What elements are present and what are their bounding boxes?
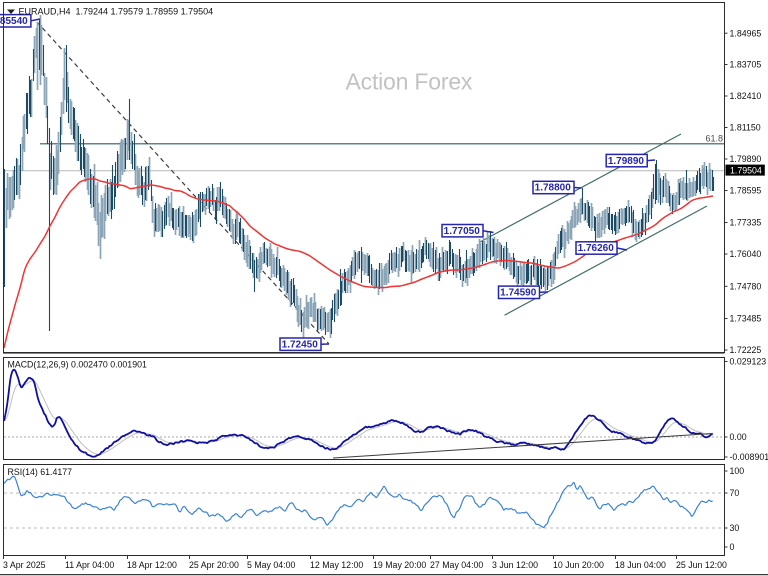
svg-text:1.76040: 1.76040: [730, 249, 762, 259]
svg-text:1.81150: 1.81150: [730, 123, 761, 133]
svg-text:1.77050: 1.77050: [444, 226, 481, 237]
svg-text:3 Jun 12:00: 3 Jun 12:00: [492, 560, 538, 570]
svg-text:27 May 04:00: 27 May 04:00: [430, 560, 483, 570]
svg-text:MACD(12,26,9) 0.002470 0.00190: MACD(12,26,9) 0.002470 0.001901: [8, 360, 147, 370]
svg-text:70: 70: [730, 488, 740, 498]
svg-text:25 Jun 12:00: 25 Jun 12:00: [676, 560, 727, 570]
svg-text:1.72450: 1.72450: [282, 339, 319, 350]
svg-text:EURAUD,H4 1.79244 1.79579 1.7: EURAUD,H4 1.79244 1.79579 1.78959 1.7950…: [19, 6, 214, 16]
svg-text:18 Jun 04:00: 18 Jun 04:00: [615, 560, 666, 570]
svg-text:0.00: 0.00: [730, 432, 747, 442]
svg-text:1.79890: 1.79890: [730, 154, 762, 164]
svg-text:1.79890: 1.79890: [608, 156, 645, 167]
svg-text:25 Apr 20:00: 25 Apr 20:00: [189, 560, 239, 570]
svg-text:1.79504: 1.79504: [730, 165, 762, 175]
svg-text:0: 0: [730, 542, 735, 552]
svg-text:61.8: 61.8: [705, 133, 723, 143]
svg-text:1.74590: 1.74590: [500, 288, 537, 299]
svg-text:5 May 04:00: 5 May 04:00: [247, 560, 296, 570]
svg-text:30: 30: [730, 523, 740, 533]
svg-text:1.78595: 1.78595: [730, 186, 762, 196]
svg-text:Action Forex: Action Forex: [346, 69, 473, 95]
svg-text:1.77335: 1.77335: [730, 218, 762, 228]
svg-text:100: 100: [730, 466, 745, 476]
svg-text:3 Apr 2025: 3 Apr 2025: [3, 560, 46, 570]
svg-text:1.73485: 1.73485: [730, 314, 762, 324]
svg-text:0.029123: 0.029123: [730, 357, 767, 367]
svg-text:RSI(14) 61.4177: RSI(14) 61.4177: [8, 467, 73, 477]
svg-text:1.84965: 1.84965: [730, 28, 762, 38]
svg-text:1.83705: 1.83705: [730, 60, 762, 70]
svg-text:19 May 20:00: 19 May 20:00: [373, 560, 426, 570]
svg-text:-0.008901: -0.008901: [730, 452, 768, 462]
svg-text:12 May 12:00: 12 May 12:00: [310, 560, 363, 570]
svg-text:1.82410: 1.82410: [730, 91, 762, 101]
svg-text:1.78800: 1.78800: [535, 183, 572, 194]
svg-text:1.72225: 1.72225: [730, 345, 762, 355]
svg-text:18 Apr 12:00: 18 Apr 12:00: [127, 560, 177, 570]
svg-text:1.85540: 1.85540: [0, 16, 28, 27]
svg-text:1.76260: 1.76260: [578, 243, 615, 254]
svg-text:1.74780: 1.74780: [730, 282, 762, 292]
svg-text:11 Apr 04:00: 11 Apr 04:00: [65, 560, 114, 570]
svg-text:10 Jun 20:00: 10 Jun 20:00: [553, 560, 604, 570]
